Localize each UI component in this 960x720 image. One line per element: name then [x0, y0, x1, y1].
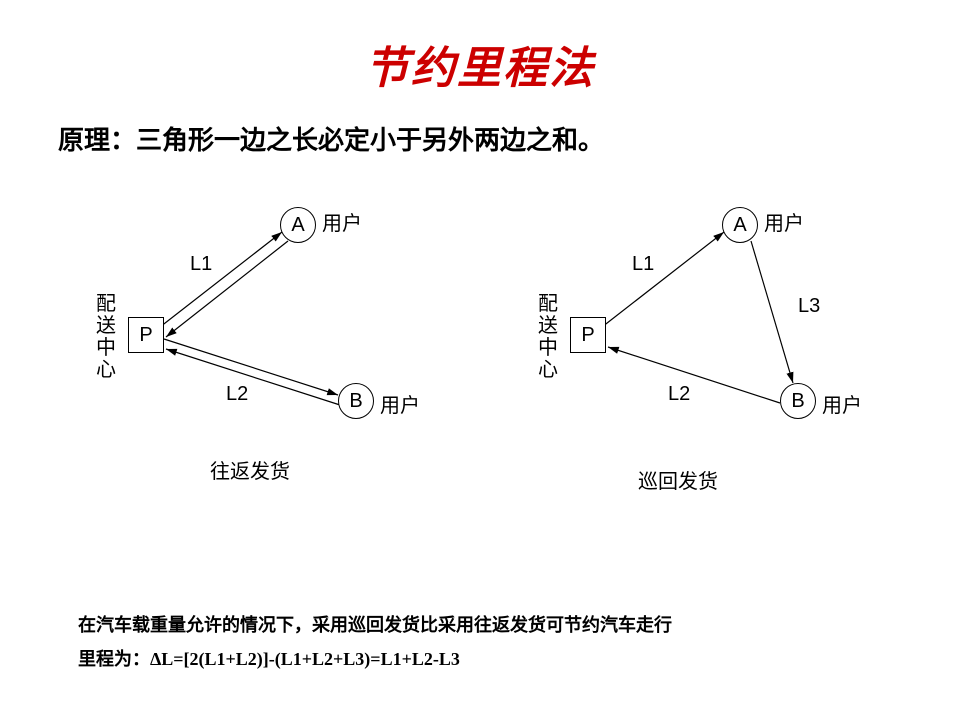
- right-node-a: A: [722, 207, 758, 243]
- right-l2-label: L2: [668, 383, 690, 406]
- footer-line1: 在汽车载重量允许的情况下，采用巡回发货比采用往返发货可节约汽车走行: [78, 608, 672, 642]
- left-l1-label: L1: [190, 253, 212, 276]
- left-node-b: B: [338, 383, 374, 419]
- principle-text: 原理：三角形一边之长必定小于另外两边之和。: [0, 96, 960, 157]
- left-node-p: P: [128, 317, 164, 353]
- diagram-area: P A B 配送中心 用户 用户 L1 L2 往返发货 P A B 配送中心 用…: [0, 167, 960, 527]
- left-l2-label: L2: [226, 383, 248, 406]
- page-title: 节约里程法: [0, 0, 960, 96]
- right-a-label: 用户: [764, 207, 804, 236]
- footer-line2: 里程为：ΔL=[2(L1+L2)]-(L1+L2+L3)=L1+L2-L3: [78, 642, 672, 676]
- left-a-label: 用户: [322, 207, 362, 236]
- left-caption: 往返发货: [210, 455, 290, 484]
- right-p-label: 配送中心: [538, 293, 558, 381]
- footer-text: 在汽车载重量允许的情况下，采用巡回发货比采用往返发货可节约汽车走行 里程为：ΔL…: [78, 608, 672, 676]
- right-caption: 巡回发货: [638, 465, 718, 494]
- right-node-p: P: [570, 317, 606, 353]
- left-node-a: A: [280, 207, 316, 243]
- left-b-label: 用户: [380, 389, 420, 418]
- right-l3-label: L3: [798, 295, 820, 318]
- right-node-b: B: [780, 383, 816, 419]
- right-b-label: 用户: [822, 389, 862, 418]
- right-l1-label: L1: [632, 253, 654, 276]
- left-p-label: 配送中心: [96, 293, 116, 381]
